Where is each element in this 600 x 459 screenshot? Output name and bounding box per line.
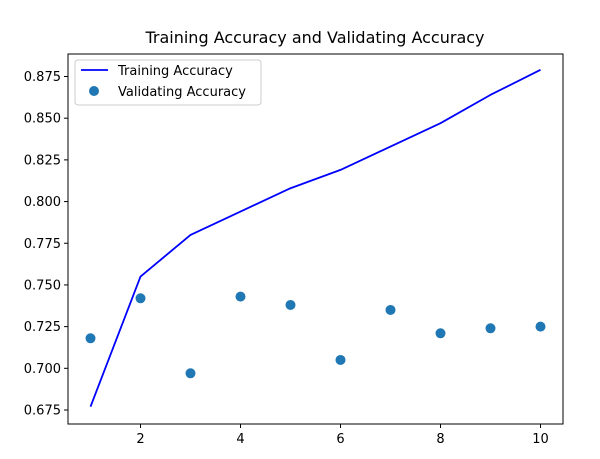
data-point-validating-accuracy [335, 354, 346, 365]
x-tick-label: 6 [336, 432, 344, 447]
data-point-validating-accuracy [85, 333, 96, 344]
y-tick-label: 0.825 [24, 153, 61, 168]
data-point-validating-accuracy [435, 328, 446, 339]
y-tick-label: 0.675 [24, 403, 61, 418]
data-point-validating-accuracy [485, 323, 496, 334]
x-tick-label: 2 [136, 432, 144, 447]
legend-box [74, 59, 262, 106]
data-point-validating-accuracy [135, 293, 146, 304]
y-axis: 0.675 0.700 0.725 0.750 0.775 0.800 0.825 0.850… [24, 70, 68, 418]
series-layer [85, 69, 546, 407]
x-tick-label: 10 [532, 432, 549, 447]
data-point-validating-accuracy [235, 291, 246, 302]
y-tick-label: 0.775 [24, 237, 61, 252]
legend-label-training: Training Accuracy [117, 64, 233, 79]
chart-title: Training Accuracy and Validating Accurac… [144, 28, 484, 47]
x-axis: 2 4 6 8 10 [136, 424, 549, 447]
legend-label-validating: Validating Accuracy [118, 85, 246, 100]
y-tick-label: 0.725 [24, 320, 61, 335]
x-tick-label: 8 [436, 432, 444, 447]
axes-frame [67, 53, 564, 425]
data-point-validating-accuracy [535, 321, 546, 332]
legend-swatch-validating [89, 86, 99, 96]
y-tick-label: 0.850 [24, 112, 61, 127]
data-point-validating-accuracy [185, 368, 196, 379]
series-line-training-accuracy [89, 69, 541, 407]
y-tick-label: 0.700 [24, 362, 61, 377]
plot-area: 2 4 6 8 10 0.675 0.700 0.725 0.750 0.775 0.800 0.8… [24, 53, 564, 447]
y-tick-label: 0.875 [24, 70, 61, 85]
data-point-validating-accuracy [385, 304, 396, 315]
legend: Training Accuracy Validating Accuracy [74, 59, 262, 106]
y-tick-label: 0.800 [24, 195, 61, 210]
x-tick-label: 4 [236, 432, 244, 447]
data-point-validating-accuracy [285, 299, 296, 310]
y-tick-label: 0.750 [24, 278, 61, 293]
